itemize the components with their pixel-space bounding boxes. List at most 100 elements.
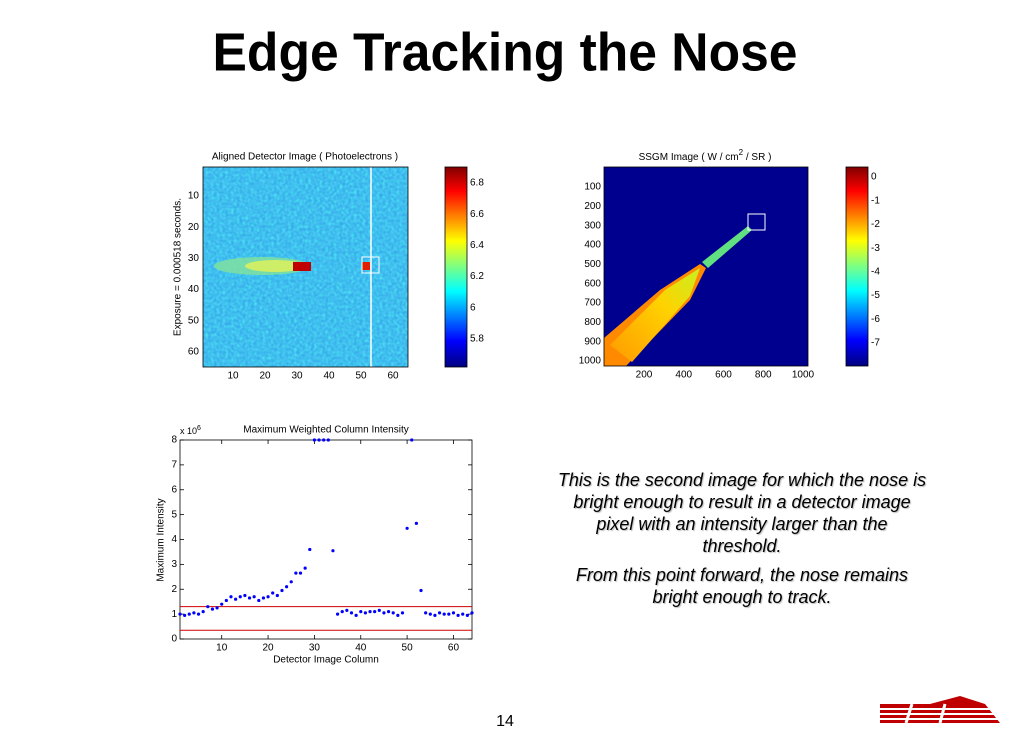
x-tick-label: 40 xyxy=(323,371,335,382)
y-tick-label: 800 xyxy=(584,317,601,328)
y-tick-label: 2 xyxy=(171,584,177,595)
point xyxy=(294,571,298,575)
y-tick-label: 1000 xyxy=(579,356,602,367)
point xyxy=(437,611,442,615)
page-number: 14 xyxy=(496,713,514,730)
chart-frame xyxy=(179,439,473,640)
y-tick-label: 50 xyxy=(188,315,200,326)
point xyxy=(224,598,228,603)
point xyxy=(196,612,201,616)
point xyxy=(368,610,372,614)
point xyxy=(183,613,187,617)
point xyxy=(234,597,238,601)
point xyxy=(215,606,219,610)
point xyxy=(373,610,377,614)
slide-title: Edge Tracking the Nose xyxy=(213,22,798,82)
y-tick-label: 0 xyxy=(171,634,177,645)
y-tick-label: 4 xyxy=(171,534,177,545)
point xyxy=(382,611,386,615)
y-tick-label: 3 xyxy=(171,559,177,570)
x-tick-label: 20 xyxy=(259,371,271,382)
point xyxy=(326,438,330,442)
point xyxy=(280,588,284,593)
point xyxy=(285,585,289,589)
ssgm-title-text: SSGM Image ( W / cm xyxy=(639,152,739,163)
point xyxy=(465,613,469,617)
point xyxy=(201,610,205,614)
point xyxy=(461,612,465,616)
point xyxy=(396,613,400,617)
point xyxy=(210,607,215,611)
point xyxy=(289,580,293,584)
colorbar-tick-label: -1 xyxy=(871,195,880,206)
paragraph: From this point forward, the nose remain… xyxy=(575,565,909,607)
point xyxy=(386,610,391,614)
colorbar-tick-label: 6.2 xyxy=(470,271,484,282)
point xyxy=(428,612,432,616)
point xyxy=(331,549,335,553)
colorbar-tick-label: 6 xyxy=(470,302,476,313)
colorbar-tick-label: 0 xyxy=(871,172,877,183)
colorbar-tick-label: 5.8 xyxy=(470,334,484,345)
point xyxy=(266,595,270,599)
point xyxy=(470,611,474,615)
point xyxy=(391,611,395,615)
ssgm-image xyxy=(603,166,809,367)
x-axis-label: Detector Image Column xyxy=(273,655,379,666)
ssgm-title-end: / SR ) xyxy=(743,152,771,163)
point xyxy=(247,596,252,600)
colorbar-tick-label: -6 xyxy=(871,314,880,325)
y-tick-label: 5 xyxy=(171,509,177,520)
y-tick-label: 7 xyxy=(171,460,177,471)
point xyxy=(414,521,418,525)
x-tick-label: 800 xyxy=(755,370,772,381)
point xyxy=(442,612,446,616)
point xyxy=(363,611,367,615)
y-tick-label: 200 xyxy=(584,201,601,212)
detector-image xyxy=(202,166,409,368)
detector-title: Aligned Detector Image ( Photoelectrons … xyxy=(212,152,398,163)
point xyxy=(187,612,191,616)
point xyxy=(456,613,460,617)
colorbar-tick-label: -7 xyxy=(871,338,880,349)
x-tick-label: 200 xyxy=(636,370,653,381)
y-tick-label: 700 xyxy=(584,298,601,309)
point xyxy=(424,611,428,615)
ssgm-colorbar xyxy=(845,166,869,367)
point xyxy=(238,595,242,599)
point xyxy=(261,596,266,600)
point xyxy=(303,566,307,570)
y-tick-label: 6 xyxy=(171,484,177,495)
x-tick-label: 50 xyxy=(355,371,367,382)
y-multiplier-base: x 10 xyxy=(180,426,197,436)
point xyxy=(271,591,275,595)
x-tick-label: 400 xyxy=(675,370,692,381)
point xyxy=(308,547,312,552)
x-tick-label: 50 xyxy=(402,643,414,654)
logo xyxy=(880,696,1000,724)
y-tick-label: 900 xyxy=(584,336,601,347)
point xyxy=(243,593,247,598)
y-tick-label: 500 xyxy=(584,259,601,270)
point xyxy=(377,608,381,612)
y-tick-label: 10 xyxy=(188,191,200,202)
point xyxy=(340,610,344,614)
point xyxy=(257,598,261,603)
point xyxy=(433,613,437,617)
point xyxy=(298,571,303,575)
point xyxy=(405,526,409,530)
point xyxy=(354,613,358,617)
x-tick-label: 10 xyxy=(216,643,228,654)
point xyxy=(447,612,451,616)
point xyxy=(178,612,182,616)
ssgm-title: SSGM Image ( W / cm2 / SR ) xyxy=(639,148,772,163)
detector-colorbar xyxy=(444,166,468,368)
y-tick-label: 300 xyxy=(584,220,601,231)
y-tick-label: 8 xyxy=(171,435,177,446)
point xyxy=(192,611,196,615)
point xyxy=(349,611,354,615)
point xyxy=(359,610,363,614)
y-multiplier: x 106 xyxy=(180,425,201,437)
